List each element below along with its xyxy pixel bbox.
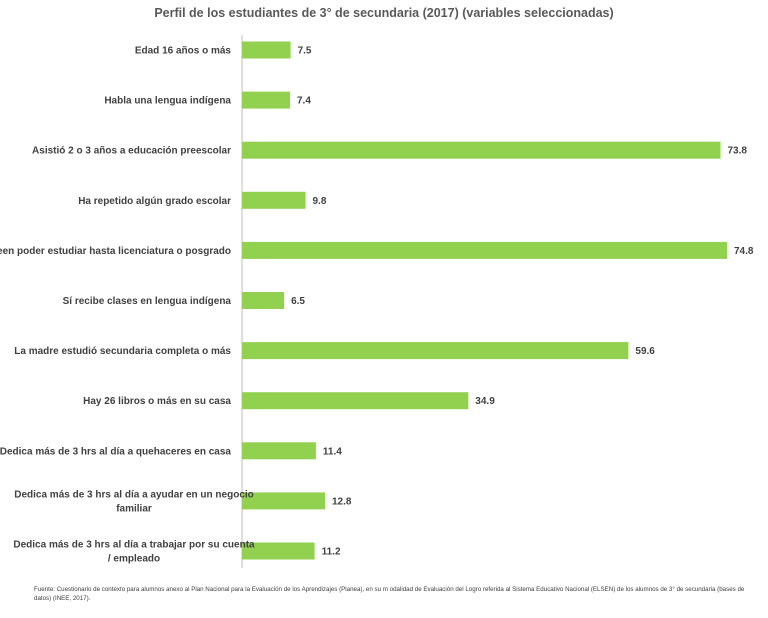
category-labels-group: Edad 16 años o más Habla una lengua indíg… <box>0 46 255 565</box>
bar-7 <box>242 392 469 410</box>
category-label-4-line-0: Creen poder estudiar hasta licenciatura … <box>0 246 231 257</box>
category-label-2: Asistió 2 o 3 años a educación preescola… <box>32 146 231 157</box>
bars-group <box>242 41 727 560</box>
bar-10 <box>242 542 315 560</box>
source-note: Fuente: Cuestionario de contexto para al… <box>34 586 745 602</box>
category-label-7-line-0: Hay 26 libros o más en su casa <box>83 396 231 407</box>
bar-2 <box>242 141 721 159</box>
category-label-1: Habla una lengua indígena <box>104 96 231 107</box>
category-label-10-line-0: Dedica más de 3 hrs al día a trabajar po… <box>13 540 255 551</box>
category-label-10: Dedica más de 3 hrs al día a trabajar po… <box>13 540 255 565</box>
value-labels-group: 7.5 7.4 73.8 9.8 74.8 6.5 59.6 34.9 11.4 12.8 11.2 <box>291 46 754 558</box>
category-label-8: Dedica más de 3 hrs al día a quehaceres … <box>0 446 231 457</box>
category-label-10-line-1: / empleado <box>108 554 160 565</box>
bar-0 <box>242 41 291 59</box>
category-label-9-line-0: Dedica más de 3 hrs al día a ayudar en u… <box>14 489 254 500</box>
value-label-9: 12.8 <box>332 496 352 507</box>
chart-title: Perfil de los estudiantes de 3° de secun… <box>154 6 613 20</box>
category-label-0-line-0: Edad 16 años o más <box>135 46 232 57</box>
value-label-2: 73.8 <box>728 146 748 157</box>
value-label-3: 9.8 <box>313 196 327 207</box>
category-label-2-line-0: Asistió 2 o 3 años a educación preescola… <box>32 146 231 157</box>
value-label-7: 34.9 <box>475 396 495 407</box>
bar-3 <box>242 191 306 209</box>
category-label-5-line-0: Sí recibe clases en lengua indígena <box>63 296 232 307</box>
bar-4 <box>242 241 727 259</box>
category-label-3: Ha repetido algún grado escolar <box>78 196 231 207</box>
category-label-9-line-1: familiar <box>116 503 152 514</box>
category-label-3-line-0: Ha repetido algún grado escolar <box>78 196 231 207</box>
value-label-1: 7.4 <box>297 96 311 107</box>
category-label-0: Edad 16 años o más <box>135 46 232 57</box>
bar-1 <box>242 91 290 109</box>
value-label-5: 6.5 <box>291 296 305 307</box>
category-label-5: Sí recibe clases en lengua indígena <box>63 296 232 307</box>
category-label-6: La madre estudió secundaria completa o m… <box>14 346 231 357</box>
value-label-8: 11.4 <box>323 446 342 457</box>
value-label-4: 74.8 <box>734 246 754 257</box>
category-label-7: Hay 26 libros o más en su casa <box>83 396 231 407</box>
value-label-10: 11.2 <box>322 547 341 558</box>
bar-6 <box>242 342 629 360</box>
category-label-8-line-0: Dedica más de 3 hrs al día a quehaceres … <box>0 446 231 457</box>
bar-9 <box>242 492 325 510</box>
value-label-6: 59.6 <box>635 346 655 357</box>
category-label-6-line-0: La madre estudió secundaria completa o m… <box>14 346 231 357</box>
category-label-4: Creen poder estudiar hasta licenciatura … <box>0 246 231 257</box>
bar-8 <box>242 442 316 460</box>
category-label-1-line-0: Habla una lengua indígena <box>104 96 231 107</box>
value-label-0: 7.5 <box>298 46 312 57</box>
category-label-9: Dedica más de 3 hrs al día a ayudar en u… <box>14 489 254 514</box>
bar-5 <box>242 292 285 309</box>
